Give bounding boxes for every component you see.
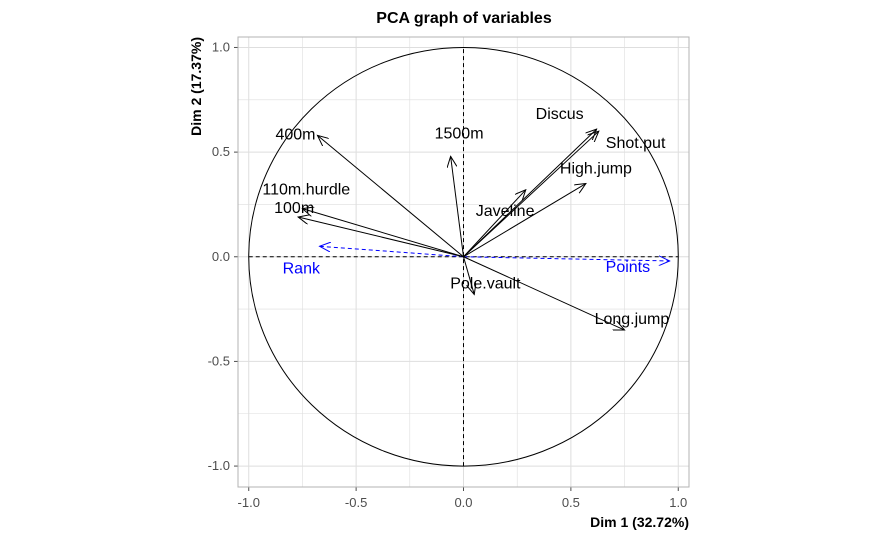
y-tick-label: -0.5	[208, 353, 230, 368]
variable-arrow-javeline	[463, 190, 526, 258]
variable-label-1500m: 1500m	[435, 125, 484, 142]
y-tick-label: 0.5	[212, 144, 230, 159]
supplementary-label-rank: Rank	[283, 260, 321, 277]
variable-label-javeline: Javeline	[476, 203, 535, 220]
variable-arrow-1500m	[451, 156, 464, 257]
variable-label-high-jump: High.jump	[560, 161, 632, 178]
variable-label-pole-vault: Pole.vault	[450, 275, 521, 292]
y-axis-title: Dim 2 (17.37%)	[188, 37, 204, 136]
x-tick-label: -1.0	[238, 495, 260, 510]
variable-arrow-pole-vault	[463, 256, 475, 295]
variable-arrow-100m	[298, 217, 464, 258]
x-tick-label: 1.0	[669, 495, 687, 510]
variable-arrow-400m	[317, 135, 464, 258]
variable-arrow-long-jump	[463, 256, 625, 330]
panel-border	[237, 36, 690, 488]
supplementary-arrow-points	[463, 257, 670, 261]
x-tick-label: -0.5	[345, 495, 367, 510]
variable-label-110m-hurdle: 110m.hurdle	[262, 182, 350, 199]
supplementary-arrow-rank	[320, 246, 464, 258]
y-tick-label: -1.0	[208, 458, 230, 473]
supplementary-label-points: Points	[606, 259, 650, 276]
x-tick-label: 0.5	[562, 495, 580, 510]
y-tick-label: 0.0	[212, 249, 230, 264]
variable-label-400m: 400m	[275, 126, 315, 143]
panel-grid: -1.0 -0.5 0.0 0.5 1.0 -1.0 -0.5 0.0 0.5 1.0	[208, 36, 690, 510]
x-axis-title: Dim 1 (32.72%)	[590, 514, 689, 530]
variable-label-long-jump: Long.jump	[595, 311, 670, 328]
variable-label-shot-put: Shot.put	[606, 135, 666, 152]
variable-label-100m: 100m	[274, 200, 314, 217]
variable-arrow-110m-hurdle	[302, 209, 464, 258]
x-tick-label: 0.0	[454, 495, 472, 510]
variable-arrow-shot-put	[463, 131, 599, 258]
y-tick-label: 1.0	[212, 39, 230, 54]
variable-arrow-high-jump	[463, 184, 586, 258]
plot-layer: Rank Points 100m 400m 110m.hurdle 1500m Discus…	[248, 46, 679, 467]
chart-title: PCA graph of variables	[376, 10, 552, 27]
variable-label-discus: Discus	[536, 106, 584, 123]
